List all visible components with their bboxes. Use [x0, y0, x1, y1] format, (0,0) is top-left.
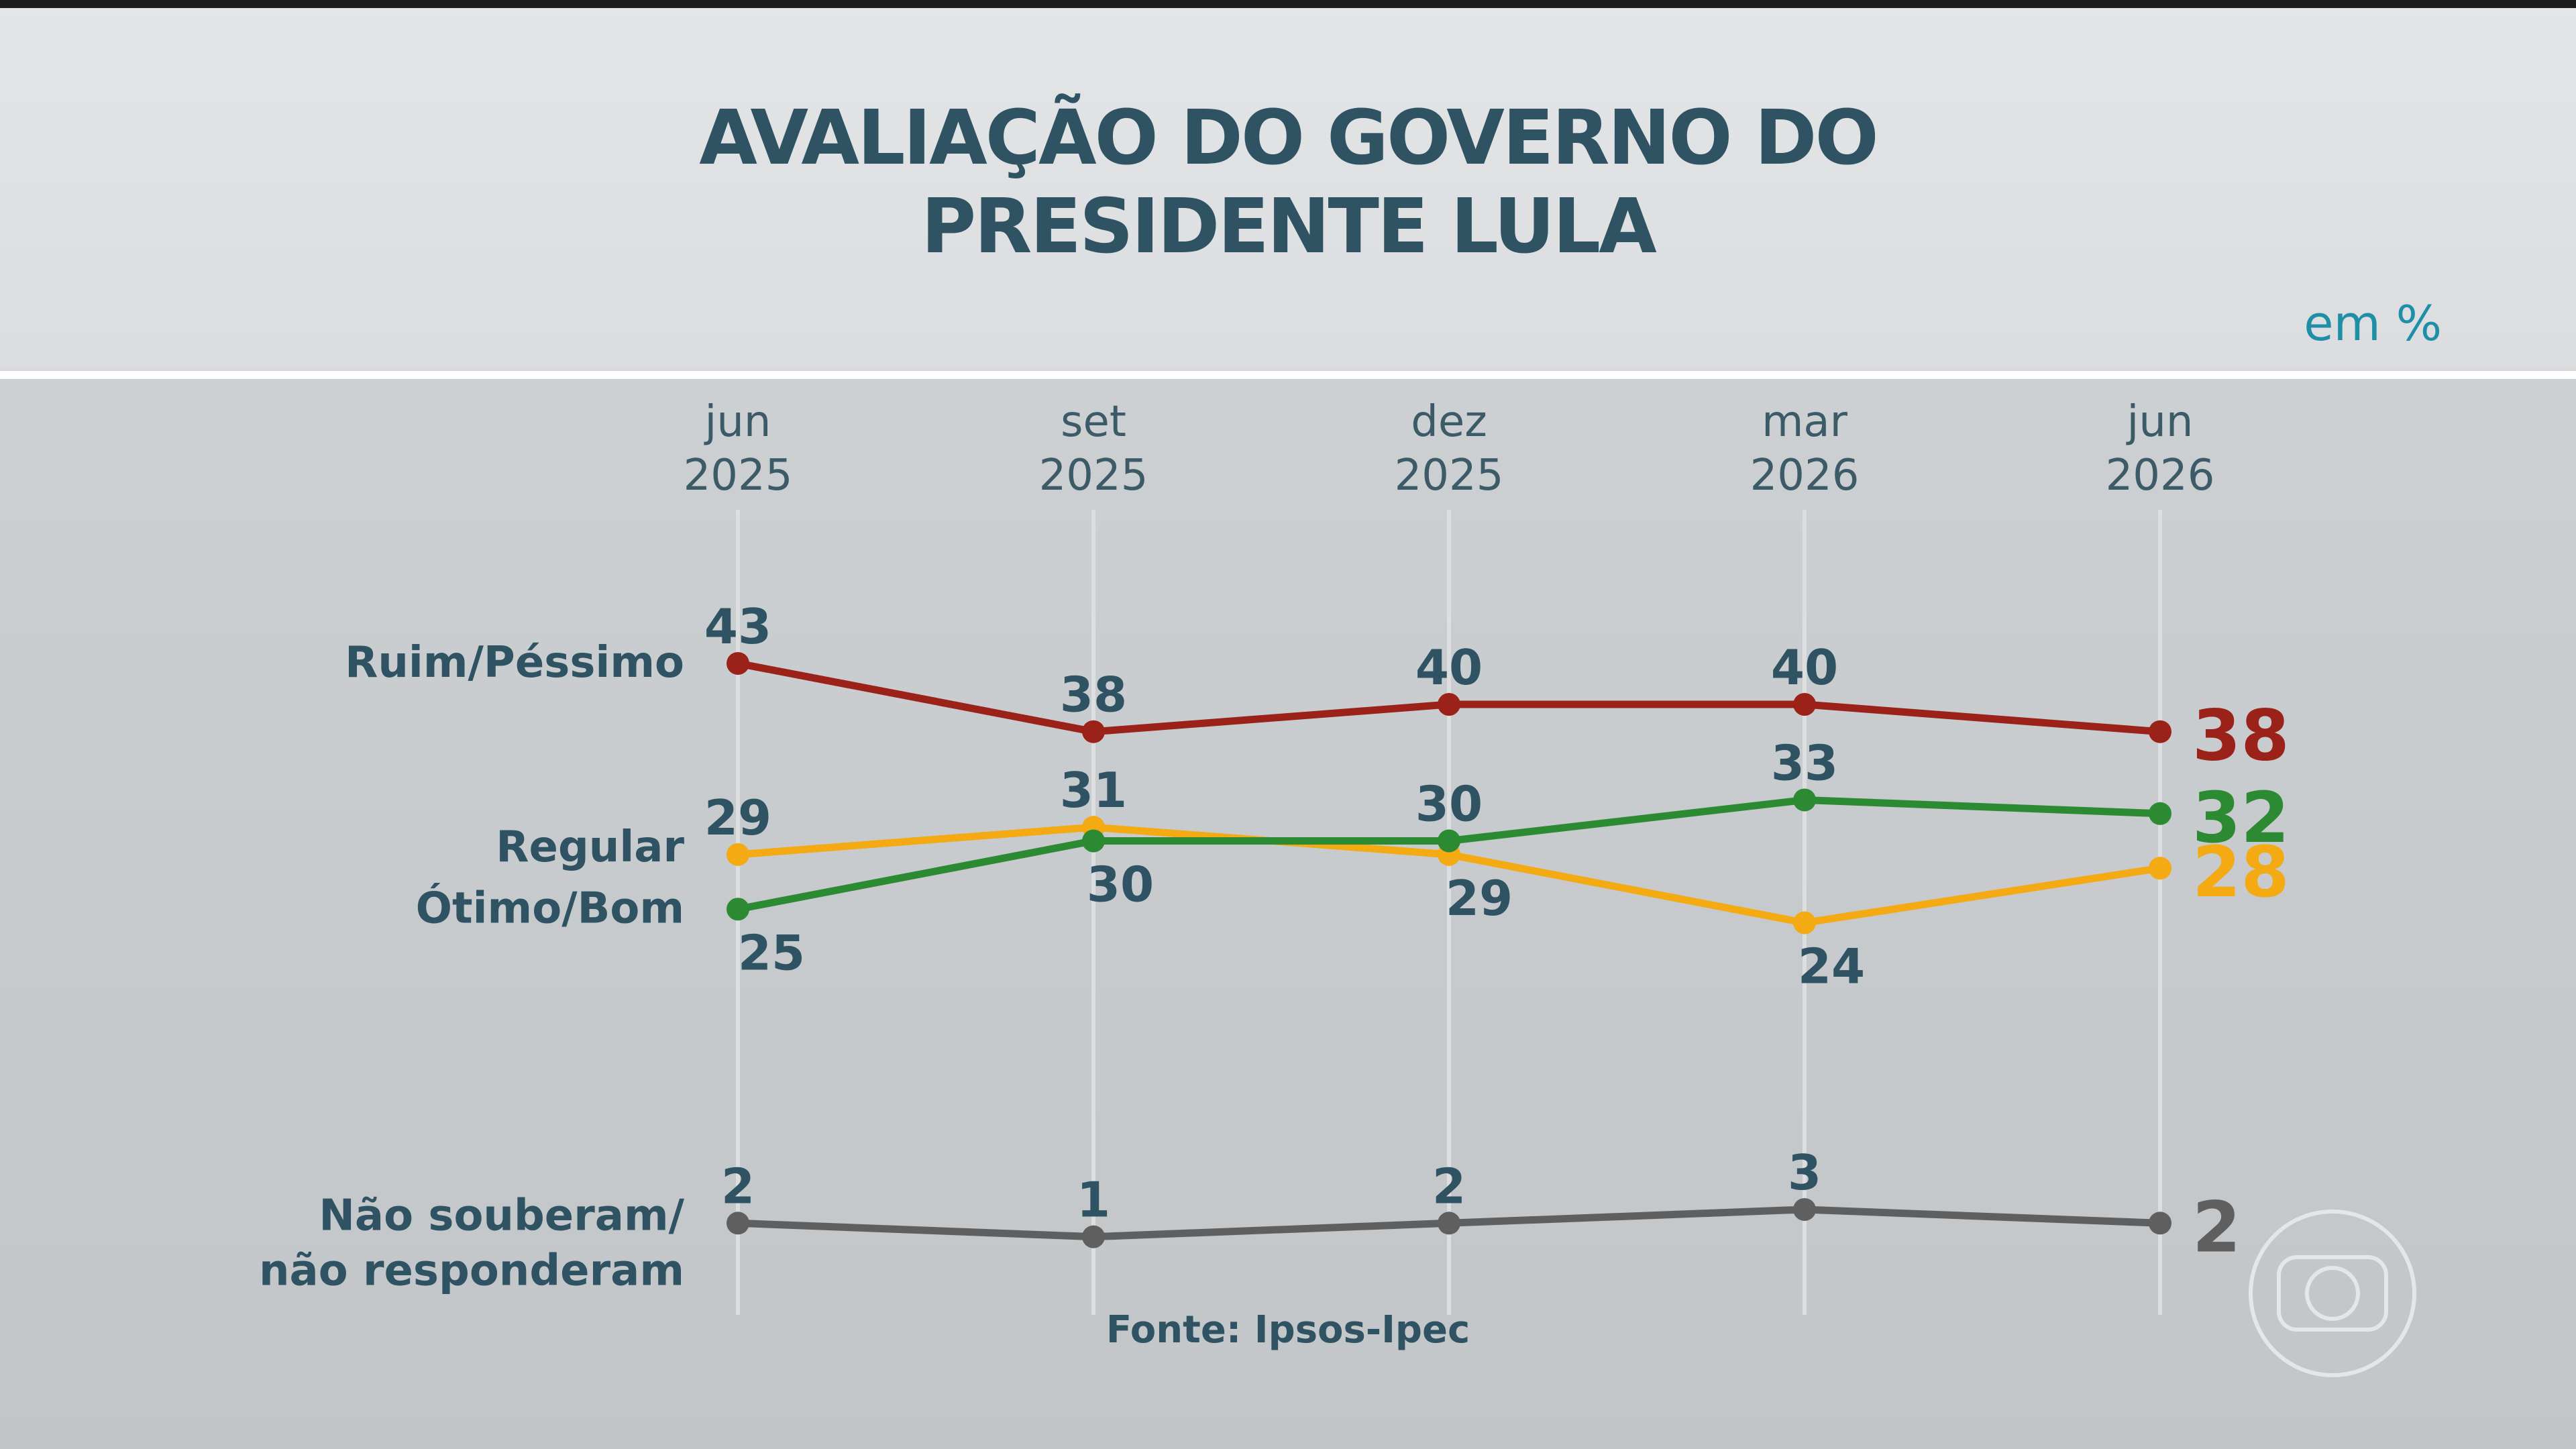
x-tick-label: 2026 — [2106, 451, 2215, 500]
series-label: Não souberam/ — [319, 1191, 684, 1240]
data-label: 1 — [1077, 1172, 1110, 1228]
chart-area: jun 2025 set 2025 dez 2025 mar 2026 jun 2026 Ruim/… — [0, 379, 2576, 1449]
data-label: 25 — [738, 924, 805, 981]
data-point — [727, 1212, 749, 1235]
data-label: 30 — [1087, 857, 1154, 913]
data-label: 33 — [1771, 735, 1838, 791]
data-point — [1438, 829, 1460, 853]
data-label: 43 — [704, 598, 771, 655]
latest-value-label: 38 — [2192, 695, 2290, 777]
data-label: 30 — [1415, 776, 1483, 833]
chart-title: AVALIAÇÃO DO GOVERNO DO PRESIDENTE LULA — [0, 94, 2576, 271]
latest-value-label: 32 — [2192, 777, 2290, 859]
x-tick-label: jun — [2126, 397, 2194, 447]
series-label: Ótimo/Bom — [416, 882, 684, 933]
data-point — [2149, 720, 2171, 743]
x-tick-label: 2025 — [684, 451, 793, 500]
x-tick-label: 2026 — [1750, 451, 1860, 500]
data-point — [727, 843, 749, 866]
top-border — [0, 0, 2576, 8]
x-tick-label: dez — [1411, 397, 1487, 447]
data-point — [727, 898, 749, 921]
series-label: Regular — [496, 822, 684, 872]
x-tick-label: jun — [704, 397, 771, 447]
series-label: não responderam — [259, 1246, 684, 1295]
data-point — [1793, 911, 1816, 934]
data-label: 3 — [1788, 1144, 1821, 1201]
data-label: 29 — [1446, 870, 1513, 926]
data-point — [1082, 829, 1105, 853]
data-point — [2149, 1212, 2171, 1235]
data-label: 40 — [1415, 639, 1483, 696]
data-point — [1438, 693, 1460, 716]
header-separator — [0, 371, 2576, 379]
data-point — [1793, 1197, 1816, 1221]
title-line-2: PRESIDENTE LULA — [921, 183, 1657, 270]
data-point — [727, 651, 749, 675]
latest-value-label: 28 — [2192, 831, 2290, 913]
source-note: Fonte: Ipsos-Ipec — [1106, 1308, 1470, 1352]
unit-label: em % — [2304, 295, 2442, 352]
data-point — [1793, 693, 1816, 716]
logo-screen-shape — [2277, 1255, 2388, 1332]
data-label: 29 — [704, 790, 771, 846]
x-tick-label: mar — [1762, 397, 1848, 447]
data-label: 31 — [1060, 762, 1127, 818]
globo-logo-icon — [2249, 1210, 2416, 1377]
latest-value-label: 2 — [2192, 1186, 2241, 1268]
data-point — [1082, 1225, 1105, 1248]
data-point — [1438, 1212, 1460, 1235]
data-label: 24 — [1798, 938, 1865, 995]
data-point — [1793, 788, 1816, 812]
x-tick-label: 2025 — [1039, 451, 1148, 500]
data-point — [2149, 857, 2171, 880]
series-label: Ruim/Péssimo — [345, 638, 684, 688]
line-chart: jun2025set2025dez2025mar2026jun2026Ruim/… — [259, 397, 2290, 1315]
data-point — [2149, 802, 2171, 825]
x-tick-label: 2025 — [1395, 451, 1504, 500]
logo-circle-shape — [2305, 1266, 2360, 1321]
data-label: 2 — [1432, 1158, 1466, 1214]
data-label: 2 — [721, 1158, 755, 1214]
data-point — [1082, 720, 1105, 743]
data-label: 38 — [1060, 667, 1127, 723]
title-line-1: AVALIAÇÃO DO GOVERNO DO — [699, 95, 1878, 182]
x-tick-label: set — [1061, 397, 1126, 447]
data-label: 40 — [1771, 639, 1838, 696]
